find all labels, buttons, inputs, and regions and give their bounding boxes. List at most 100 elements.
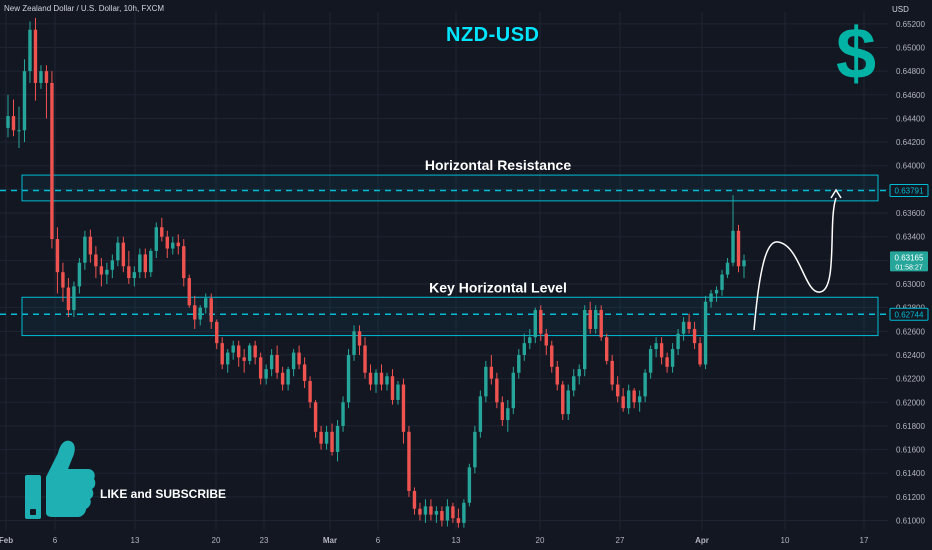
candle-body — [648, 349, 653, 373]
y-tick-label: 0.64200 — [896, 138, 925, 147]
candle-body — [39, 71, 43, 83]
candle-body — [577, 369, 581, 377]
x-tick-label: 23 — [260, 536, 269, 545]
candle-body — [714, 289, 719, 294]
candle-body — [665, 357, 669, 367]
projection-arrow — [753, 188, 842, 331]
y-tick-label: 0.62600 — [896, 327, 925, 336]
y-tick-label: 0.62000 — [896, 398, 925, 407]
candle-body — [654, 343, 658, 350]
candle-body — [313, 402, 318, 432]
x-tick-label: 13 — [131, 536, 140, 545]
x-tick-label: 17 — [860, 536, 869, 545]
candle-body — [220, 343, 224, 365]
horizontal-zones: Horizontal Resistance Key Horizontal Leve… — [0, 157, 888, 337]
like-subscribe-text: LIKE and SUBSCRIBE — [100, 487, 227, 501]
candle-body — [495, 378, 499, 403]
candle-body — [445, 506, 450, 521]
candle-body — [88, 236, 93, 255]
y-tick-label: 0.64000 — [896, 162, 925, 171]
level-badge-label: 0.62744 — [895, 310, 924, 319]
candle-body — [182, 246, 186, 279]
candle-body — [456, 518, 461, 523]
candle-body — [533, 310, 537, 338]
candle-body — [379, 372, 384, 385]
candle-body — [506, 408, 510, 421]
y-tick-label: 0.64800 — [896, 67, 925, 76]
candle-body — [11, 116, 16, 131]
candle-body — [341, 402, 345, 426]
candle-body — [626, 390, 631, 409]
candle-body — [720, 274, 724, 290]
candle-body — [187, 278, 191, 306]
candle-body — [149, 250, 153, 273]
x-tick-label: Feb — [0, 536, 13, 545]
candle-body — [670, 349, 675, 367]
candle-body — [143, 254, 148, 273]
chart-grid — [0, 12, 888, 530]
candle-body — [264, 369, 268, 379]
candle-body — [193, 305, 197, 320]
candle-body — [407, 431, 411, 491]
candle-body — [698, 343, 702, 365]
candle-body — [385, 376, 389, 385]
candle-body — [198, 307, 202, 320]
candle-body — [55, 239, 60, 273]
candle-body — [374, 372, 378, 385]
candle-body — [330, 431, 334, 452]
candle-body — [462, 502, 466, 523]
time-axis[interactable]: Feb 6 13 20 23 Mar 6 13 20 27 Apr 10 17 — [0, 536, 869, 545]
candle-body — [116, 242, 120, 261]
y-tick-label: 0.64600 — [896, 91, 925, 100]
candle-body — [489, 366, 494, 379]
y-tick-label: 0.61000 — [896, 517, 925, 526]
y-tick-label: 0.61800 — [896, 422, 925, 431]
candle-body — [121, 242, 126, 267]
candle-body — [418, 508, 422, 515]
candle-body — [742, 260, 746, 267]
y-tick-label: 0.63400 — [896, 233, 925, 242]
candle-body — [423, 506, 428, 515]
candlestick-series — [6, 17, 746, 528]
candle-body — [275, 354, 279, 373]
candle-body — [247, 345, 252, 361]
candle-body — [225, 352, 230, 365]
candle-body — [709, 293, 713, 302]
chart-title: NZD-USD — [446, 24, 540, 46]
candle-body — [6, 116, 10, 128]
candle-body — [401, 384, 406, 432]
candle-body — [291, 352, 296, 370]
y-tick-label: 0.63000 — [896, 280, 925, 289]
y-tick-label: 0.65000 — [896, 43, 925, 52]
price-axis[interactable]: 0.65200 0.65000 0.64800 0.64600 0.64400 0.642… — [889, 20, 929, 526]
x-tick-label: 27 — [616, 536, 625, 545]
candle-body — [253, 345, 257, 358]
candle-body — [83, 236, 87, 263]
candle-body — [242, 357, 246, 361]
current-price-label: 0.63165 — [895, 253, 924, 262]
candle-body — [352, 331, 356, 355]
candle-body — [572, 376, 576, 391]
candle-body — [280, 372, 285, 385]
candle-body — [17, 130, 21, 132]
candle-body — [412, 490, 417, 509]
current-price-badge — [890, 251, 928, 272]
candle-body — [692, 328, 697, 344]
candle-body — [127, 266, 131, 279]
candle-body — [160, 227, 164, 237]
candle-body — [467, 467, 472, 503]
candle-body — [269, 354, 274, 370]
instrument-label: New Zealand Dollar / U.S. Dollar, 10h, F… — [4, 4, 165, 13]
countdown-label: 01:58:27 — [895, 264, 922, 271]
candle-body — [473, 431, 477, 468]
level-badge — [889, 183, 929, 197]
candle-body — [500, 402, 505, 421]
candle-body — [94, 254, 98, 267]
candle-body — [643, 372, 647, 397]
x-tick-label: Mar — [323, 536, 337, 545]
candle-body — [50, 82, 54, 240]
candle-body — [599, 310, 603, 338]
zone-box — [21, 174, 879, 202]
candle-body — [632, 390, 636, 403]
